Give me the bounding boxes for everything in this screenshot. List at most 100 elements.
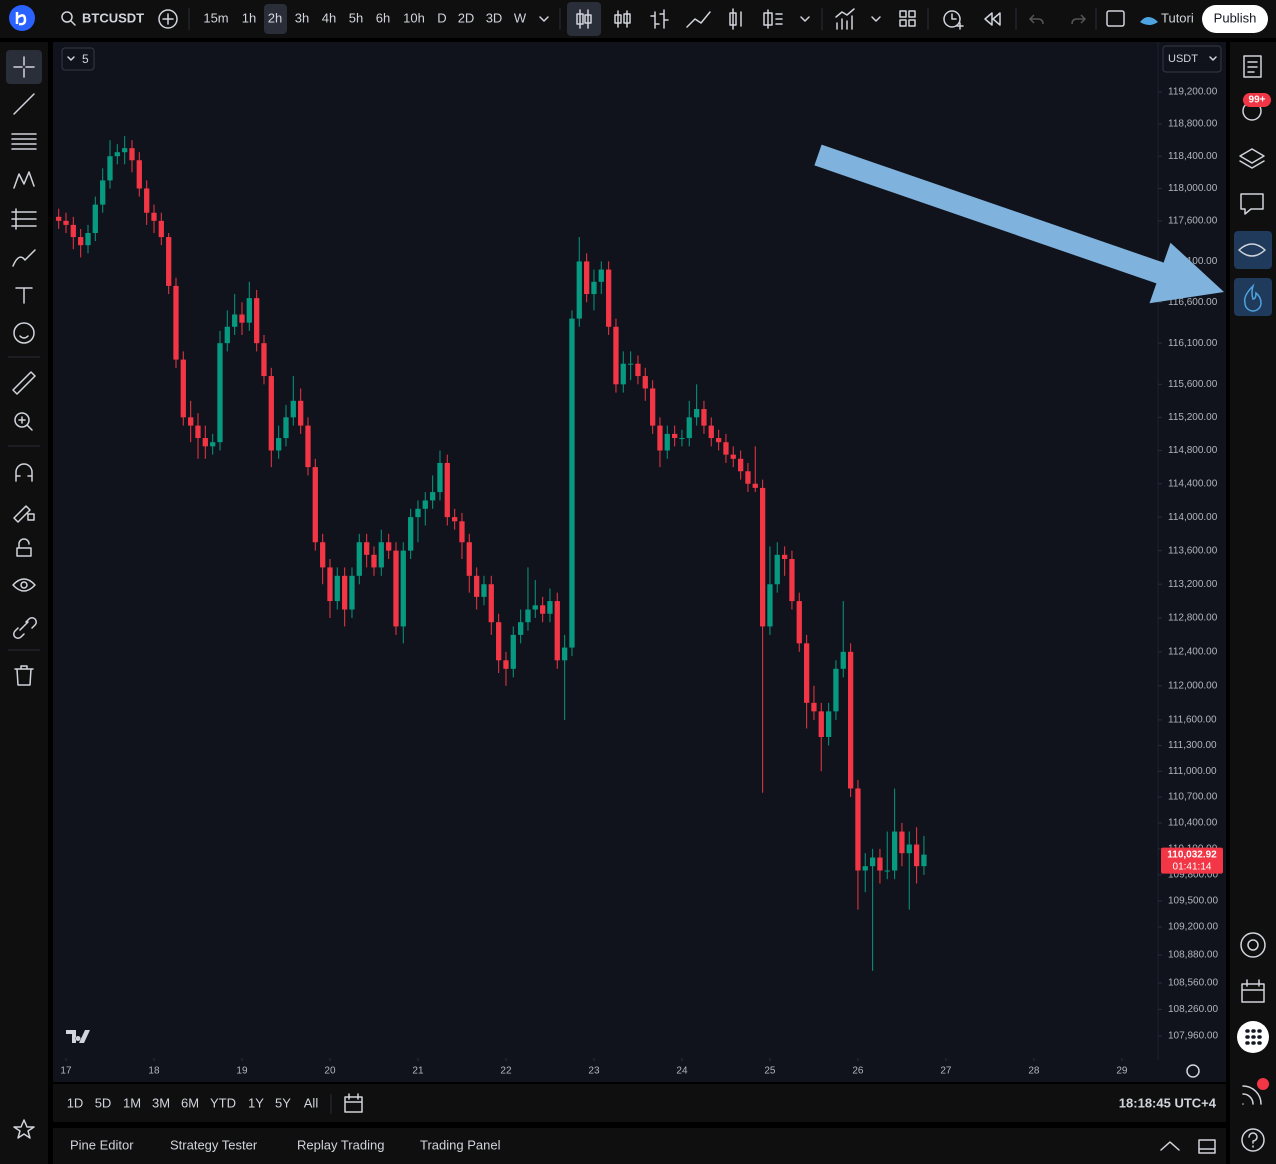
settings-icon[interactable]: [1186, 1064, 1200, 1078]
expand-panel[interactable]: [1160, 1141, 1180, 1151]
y-tick-label: 119,200.00: [1168, 87, 1218, 98]
tutorial[interactable]: Tutori: [1161, 10, 1194, 25]
candle-body: [811, 702, 817, 712]
link-icon[interactable]: [13, 617, 37, 639]
interval[interactable]: 10h: [403, 10, 425, 25]
candle-body: [884, 870, 890, 872]
layers-icon[interactable]: [1239, 148, 1265, 169]
interval[interactable]: 6h: [376, 10, 390, 25]
candle-body: [283, 417, 289, 439]
target-icon[interactable]: [1240, 932, 1266, 958]
right-toolbar: [1230, 42, 1276, 1164]
redo[interactable]: [1071, 14, 1087, 25]
zoom-icon[interactable]: [14, 412, 30, 428]
interval[interactable]: 4h: [322, 10, 336, 25]
logo[interactable]: [9, 5, 35, 31]
interval[interactable]: D: [437, 10, 446, 25]
lock-icon[interactable]: [16, 538, 32, 557]
forecast-icon[interactable]: [11, 208, 37, 230]
feed-icon[interactable]: [1242, 1085, 1262, 1105]
calendar-icon[interactable]: [1241, 979, 1265, 1003]
interval[interactable]: 2h: [268, 10, 282, 25]
interval[interactable]: W: [514, 10, 527, 25]
bars-icon[interactable]: [650, 9, 669, 29]
y-tick-label: 115,600.00: [1168, 379, 1218, 390]
add-symbol[interactable]: [158, 9, 178, 29]
replay-icon[interactable]: [984, 12, 1001, 26]
interval[interactable]: 3D: [486, 10, 503, 25]
range-button[interactable]: YTD: [210, 1095, 236, 1110]
alerts-badge: [1243, 93, 1271, 107]
y-tick-label: 111,000.00: [1168, 766, 1217, 777]
chat-icon[interactable]: [1240, 193, 1264, 215]
symbol[interactable]: BTCUSDT: [82, 10, 144, 25]
indicators-icon[interactable]: [835, 8, 855, 30]
range-button[interactable]: 5Y: [275, 1095, 291, 1110]
help-icon[interactable]: [1241, 1128, 1265, 1152]
candle-body: [114, 152, 120, 157]
fib-icon[interactable]: [11, 133, 37, 150]
ruler-icon[interactable]: [12, 371, 36, 395]
brush-icon[interactable]: [12, 249, 36, 267]
trend-line-icon[interactable]: [13, 93, 35, 115]
panel-tab[interactable]: Trading Panel: [420, 1137, 501, 1152]
range-button[interactable]: 6M: [181, 1095, 199, 1110]
panel-tab[interactable]: Strategy Tester: [170, 1137, 258, 1152]
publish-button[interactable]: [1202, 5, 1268, 33]
range-button[interactable]: 3M: [152, 1095, 170, 1110]
alert-icon[interactable]: [943, 10, 961, 28]
emoji-icon[interactable]: [13, 322, 35, 344]
indicators-toggle[interactable]: [61, 47, 95, 71]
panel-tab[interactable]: Pine Editor: [70, 1137, 134, 1152]
candle-body: [173, 285, 179, 360]
undo[interactable]: [1028, 14, 1044, 25]
range-button[interactable]: 5D: [95, 1095, 112, 1110]
clock[interactable]: 18:18:45 UTC+4: [1119, 1095, 1217, 1110]
indicators-menu[interactable]: [871, 16, 881, 22]
panel-tab[interactable]: Replay Trading: [297, 1137, 384, 1152]
interval-menu[interactable]: [539, 16, 549, 22]
goto-date-icon[interactable]: [344, 1093, 363, 1113]
range-button[interactable]: 1M: [123, 1095, 141, 1110]
trash-icon[interactable]: [14, 665, 34, 686]
magnet-icon[interactable]: [15, 463, 33, 482]
chart-style-active[interactable]: [567, 2, 601, 36]
fullscreen[interactable]: [1106, 10, 1125, 27]
volume-footprint-icon[interactable]: [763, 9, 783, 29]
candle-body: [635, 363, 641, 377]
candle-body: [400, 550, 406, 627]
text-icon[interactable]: [15, 287, 33, 304]
heikin-icon[interactable]: [729, 8, 742, 30]
candle-body: [554, 601, 560, 661]
interval[interactable]: 1h: [242, 10, 256, 25]
watchlist-icon[interactable]: [1243, 55, 1262, 78]
apps-dots: [1245, 1029, 1262, 1045]
search-icon[interactable]: [61, 11, 73, 23]
cursor-active[interactable]: [6, 50, 42, 84]
stay-drawing-icon[interactable]: [13, 505, 35, 523]
maximize-panel[interactable]: [1198, 1139, 1216, 1154]
interval[interactable]: 5h: [349, 10, 363, 25]
range-button[interactable]: 1Y: [248, 1095, 264, 1110]
layouts-icon[interactable]: [899, 10, 916, 27]
pattern-icon[interactable]: [13, 171, 35, 189]
hide-icon[interactable]: [12, 578, 36, 592]
currency-selector[interactable]: [1162, 45, 1222, 73]
favorites-icon[interactable]: [13, 1119, 35, 1139]
fire-icon: [1243, 283, 1262, 312]
countdown: 01:41:14: [1173, 861, 1212, 872]
hotlist-active[interactable]: [1234, 231, 1272, 269]
interval[interactable]: 15m: [203, 10, 228, 25]
interval[interactable]: 3h: [295, 10, 309, 25]
interval-group: 15m 1h 2h 3h 4h 5h 6h 10h D 2D 3D W: [203, 10, 527, 25]
candle-body: [78, 237, 84, 246]
range-button[interactable]: All: [304, 1095, 319, 1110]
range-button[interactable]: 1D: [67, 1095, 84, 1110]
candle-body: [591, 281, 597, 295]
hollow-candles-icon[interactable]: [614, 10, 631, 28]
line-icon[interactable]: [686, 11, 711, 28]
y-tick-label: 114,000.00: [1168, 512, 1218, 523]
candle-body: [650, 388, 656, 426]
interval[interactable]: 2D: [458, 10, 475, 25]
chart-type-menu[interactable]: [800, 16, 810, 22]
